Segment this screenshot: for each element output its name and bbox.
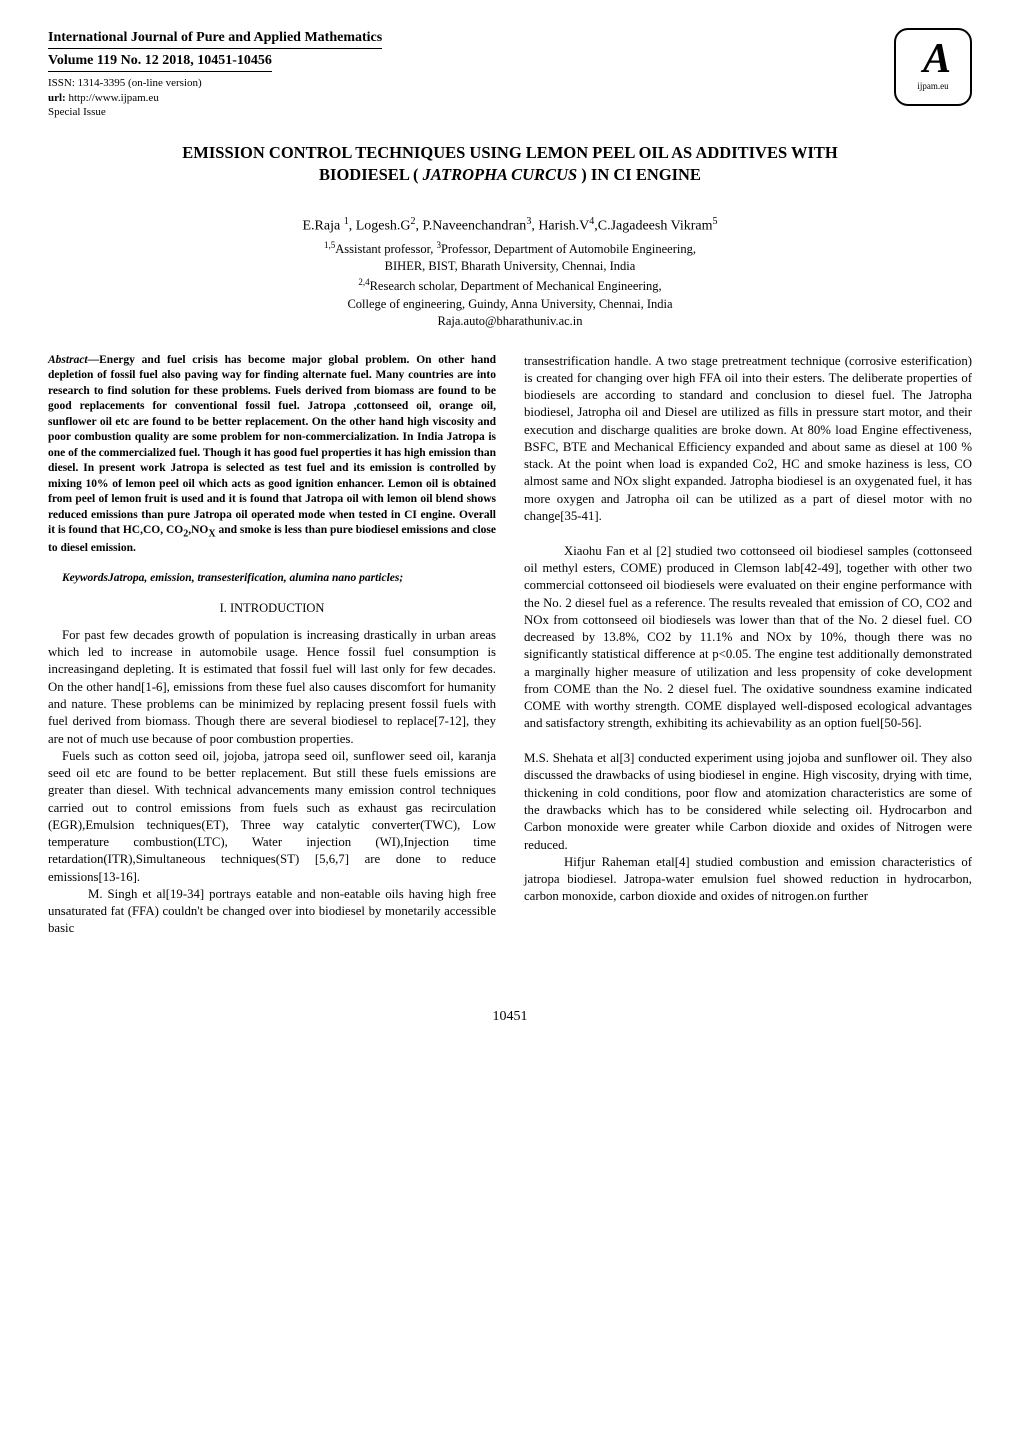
intro-para-1: For past few decades growth of populatio… <box>48 627 496 748</box>
right-para-4: Hifjur Raheman etal[4] studied combustio… <box>524 854 972 906</box>
intro-para-3: M. Singh et al[19-34] portrays eatable a… <box>48 886 496 938</box>
journal-header: International Journal of Pure and Applie… <box>48 28 972 120</box>
affil-sup-3: 2,4 <box>358 277 369 287</box>
column-left: Abstract—Energy and fuel crisis has beco… <box>48 353 496 938</box>
affil-sup-1: 1,5 <box>324 240 335 250</box>
affil-4: College of engineering, Guindy, Anna Uni… <box>347 297 672 311</box>
abstract-label: Abstract <box>48 354 88 366</box>
journal-logo: A ijpam.eu <box>894 28 972 106</box>
affil-3: Research scholar, Department of Mechanic… <box>370 279 662 293</box>
logo-glyph: A <box>923 42 943 78</box>
affiliations: 1,5Assistant professor, 3Professor, Depa… <box>48 239 972 331</box>
special-issue: Special Issue <box>48 105 878 120</box>
url-label: url: <box>48 92 66 104</box>
page-number: 10451 <box>48 1008 972 1027</box>
abstract-sub-x: X <box>208 529 215 540</box>
volume-line: Volume 119 No. 12 2018, 10451-10456 <box>48 52 272 72</box>
issn-line: ISSN: 1314-3395 (on-line version) <box>48 76 878 91</box>
affil-1a: Assistant professor, <box>335 242 436 256</box>
author-5-sup: 5 <box>713 216 718 227</box>
right-para-3: M.S. Shehata et al[3] conducted experime… <box>524 750 972 854</box>
intro-para-2: Fuels such as cotton seed oil, jojoba, j… <box>48 748 496 886</box>
title-line1: EMISSION CONTROL TECHNIQUES USING LEMON … <box>182 143 837 162</box>
url-line: url: http://www.ijpam.eu <box>48 91 878 106</box>
logo-subtext: ijpam.eu <box>917 80 948 92</box>
author-2: , Logesh.G <box>349 219 411 234</box>
affil-1b: Professor, Department of Automobile Engi… <box>441 242 696 256</box>
keywords: KeywordsJatropa, emission, transesterifi… <box>48 571 496 587</box>
abstract-text-a: Energy and fuel crisis has become major … <box>48 354 496 537</box>
abstract-text-b: ,NO <box>188 524 208 536</box>
author-5: ,C.Jagadeesh Vikram <box>594 219 712 234</box>
author-4: , Harish.V <box>531 219 589 234</box>
body-columns: Abstract—Energy and fuel crisis has beco… <box>48 353 972 938</box>
title-line2b: ) IN CI ENGINE <box>577 165 701 184</box>
right-para-1: transestrification handle. A two stage p… <box>524 353 972 526</box>
journal-title: International Journal of Pure and Applie… <box>48 29 382 49</box>
paper-title: EMISSION CONTROL TECHNIQUES USING LEMON … <box>48 142 972 185</box>
column-right: transestrification handle. A two stage p… <box>524 353 972 938</box>
right-para-2: Xiaohu Fan et al [2] studied two cottons… <box>524 543 972 733</box>
author-3: , P.Naveenchandran <box>416 219 527 234</box>
title-line2a: BIODIESEL ( <box>319 165 423 184</box>
authors: E.Raja 1, Logesh.G2, P.Naveenchandran3, … <box>48 215 972 237</box>
affil-email: Raja.auto@bharathuniv.ac.in <box>437 314 582 328</box>
abstract-dash: — <box>88 354 100 366</box>
affil-2: BIHER, BIST, Bharath University, Chennai… <box>385 259 636 273</box>
author-1: E.Raja <box>302 219 343 234</box>
abstract: Abstract—Energy and fuel crisis has beco… <box>48 353 496 557</box>
journal-header-left: International Journal of Pure and Applie… <box>48 28 878 120</box>
url-text: http://www.ijpam.eu <box>68 92 158 104</box>
section-heading-intro: I. INTRODUCTION <box>48 600 496 617</box>
title-italic: JATROPHA CURCUS <box>423 165 578 184</box>
